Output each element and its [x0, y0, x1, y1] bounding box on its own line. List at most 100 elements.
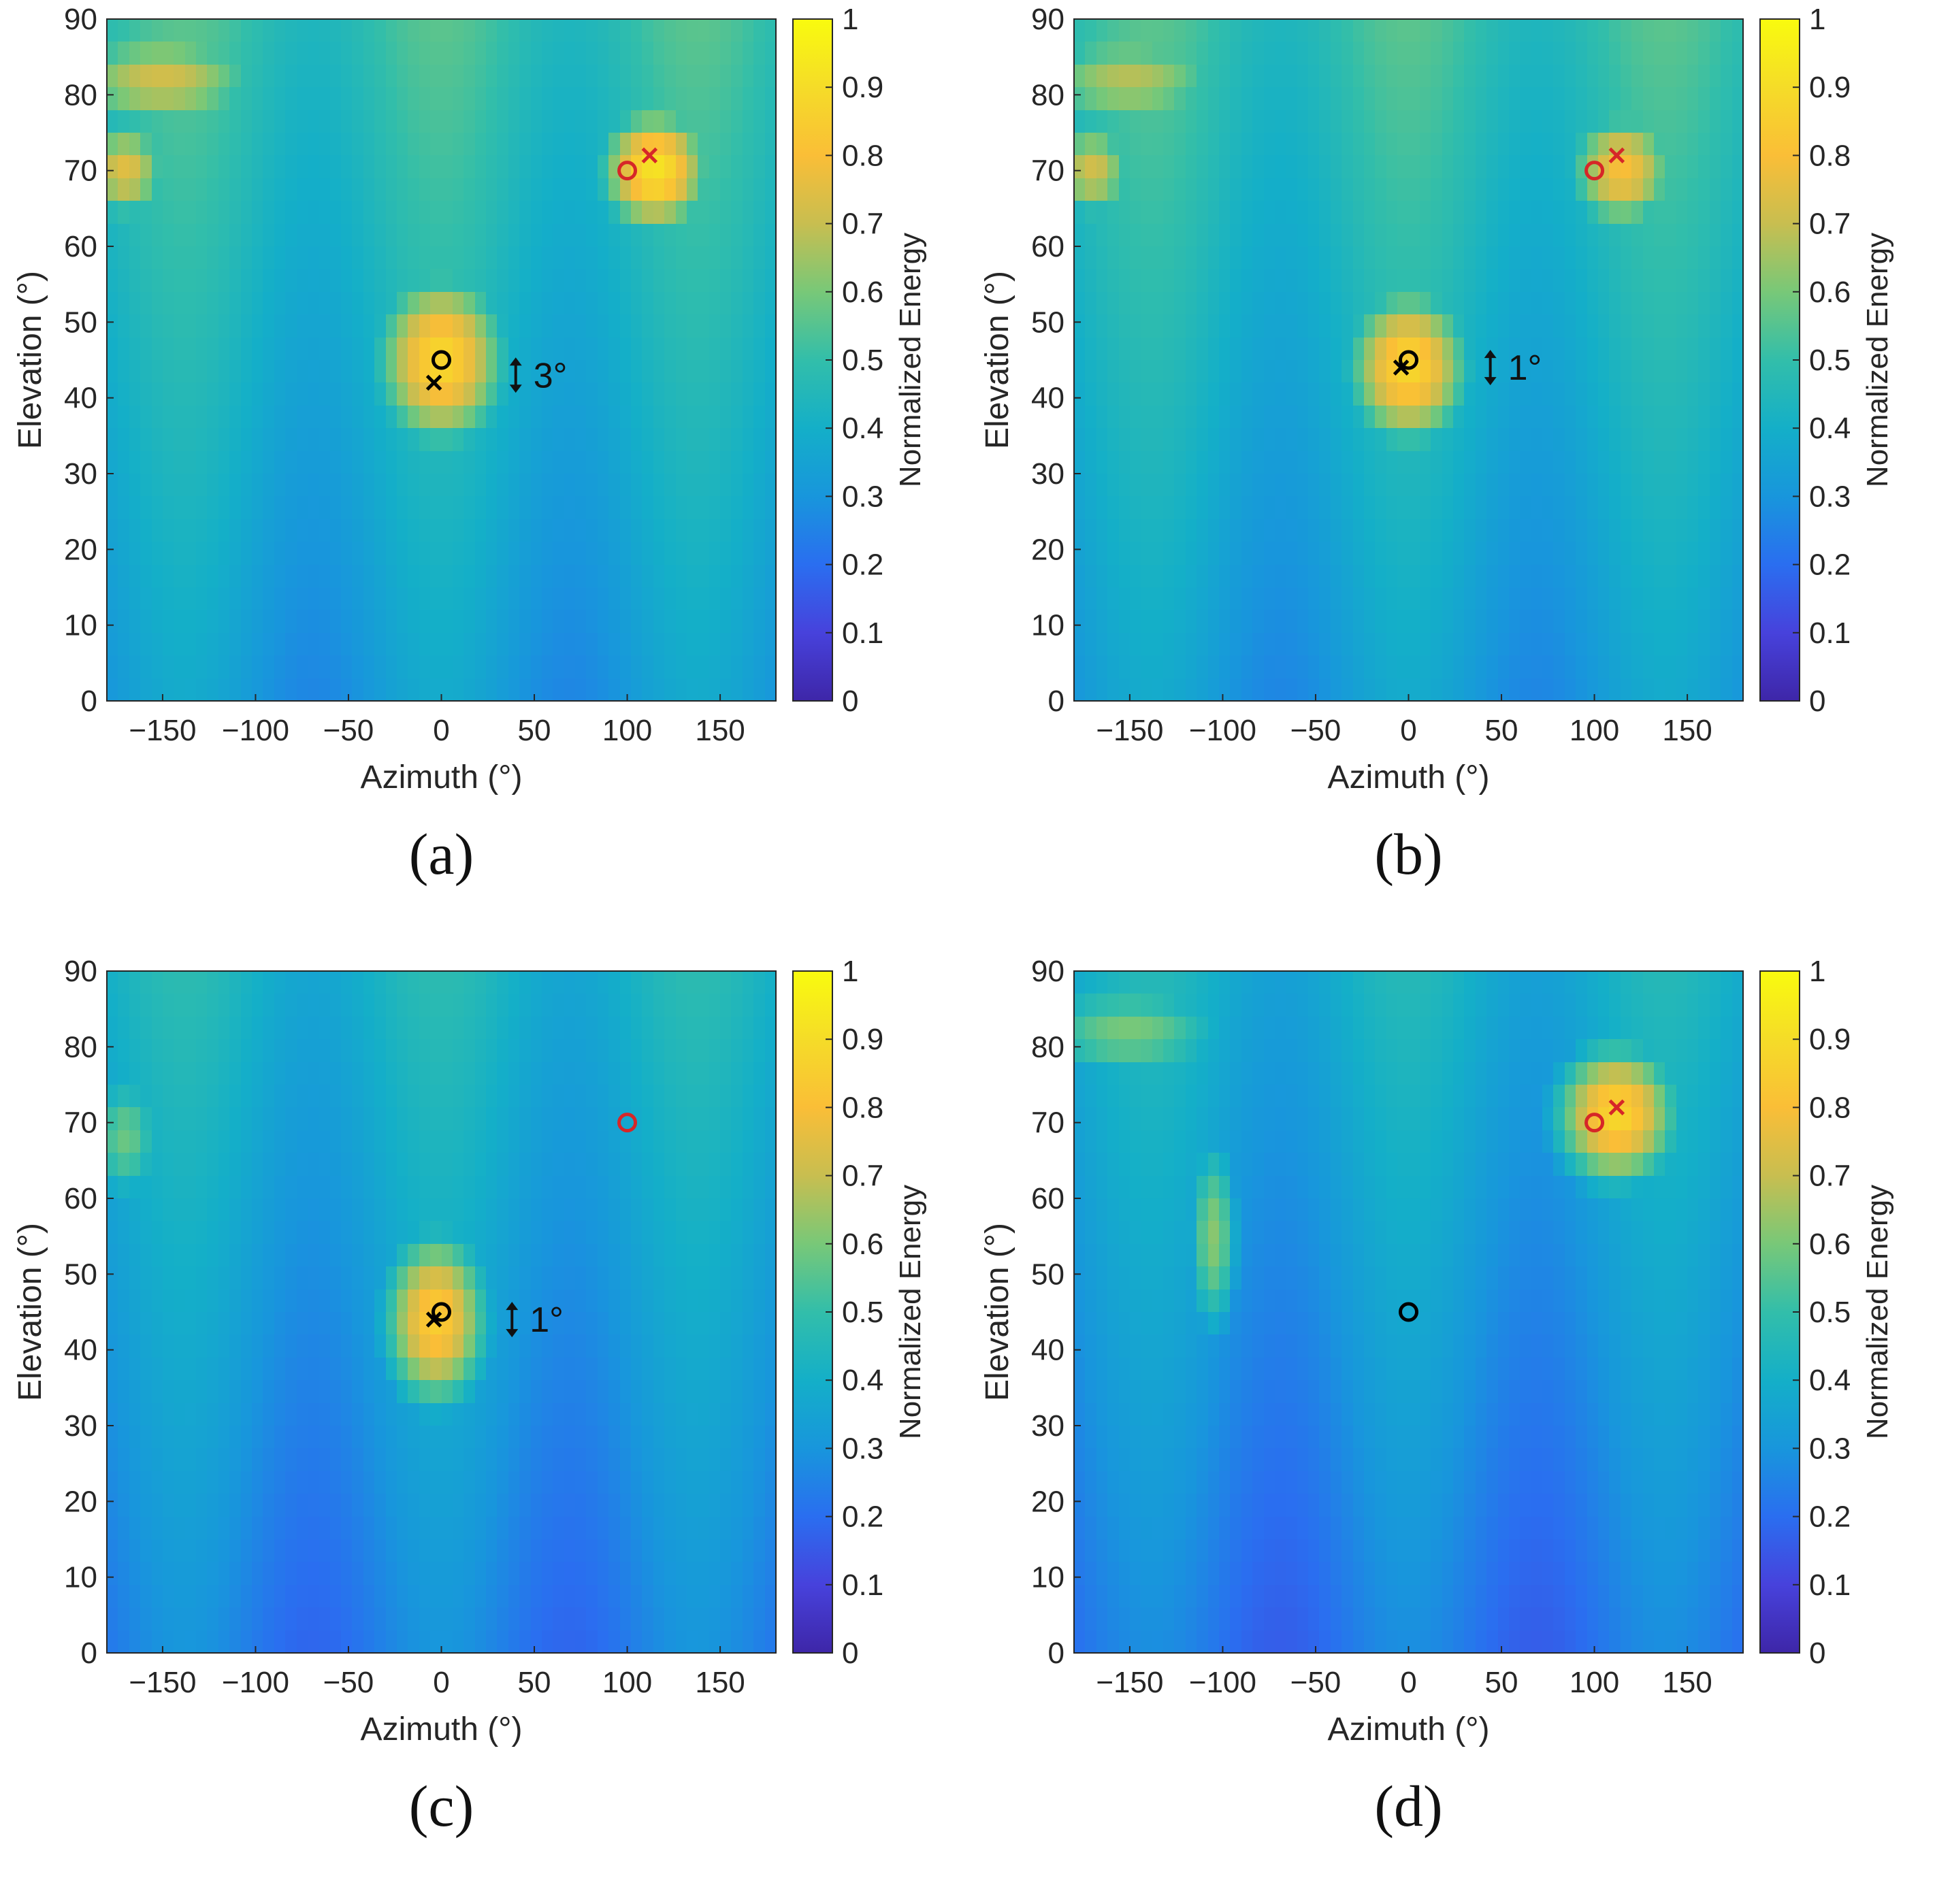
true-reflection-marker — [1584, 161, 1605, 181]
heatmap-cell — [285, 19, 297, 43]
heatmap-cell — [575, 42, 587, 65]
heatmap-cell — [530, 19, 542, 43]
heatmap-cell — [686, 19, 699, 43]
x-tick-label: 0 — [433, 714, 449, 747]
heatmap-cell — [196, 42, 208, 65]
heatmap-cell — [586, 42, 598, 65]
axes-b: −150 −100 −50 0 50 100 15001020304050607080900… — [979, 3, 1894, 795]
error-annotation-text: 1° — [1508, 348, 1542, 388]
heatmap-cell — [162, 42, 175, 65]
heatmap-cell — [720, 64, 732, 88]
chart-panel-c: −150 −100 −50 0 50 100 150 0 10 20 30 40 50 60 70 80 90 0… — [0, 952, 967, 1904]
heatmap-cell — [709, 42, 721, 65]
x-tick-label: −100 — [1189, 714, 1256, 747]
heatmap-cell — [653, 42, 666, 65]
heatmap-cell — [508, 42, 521, 65]
x-tick-label: 50 — [1485, 714, 1518, 747]
heatmap-cell — [686, 64, 699, 88]
heatmap-cell — [196, 87, 208, 111]
heatmap-cell — [229, 64, 242, 88]
heatmap-cell — [319, 42, 331, 65]
colorbar-tick-label: 1 — [1809, 3, 1825, 36]
heatmap-cell — [564, 42, 576, 65]
heatmap-cell — [675, 19, 687, 43]
heatmap-cell — [753, 64, 766, 88]
colorbar-tick-label: 0.1 — [1809, 617, 1851, 650]
heatmap-cell — [541, 19, 554, 43]
heatmap-cell — [586, 19, 598, 43]
colorbar-tick-label: 0.5 — [1809, 344, 1851, 377]
heatmap-cell — [497, 64, 509, 88]
y-tick-label: 60 — [64, 230, 97, 263]
heatmap-cell — [129, 87, 142, 111]
heatmap-cell — [307, 87, 320, 111]
heatmap-cell — [329, 42, 342, 65]
heatmap-cell — [118, 87, 130, 111]
heatmap-cell — [118, 64, 130, 88]
heatmap-cell — [329, 64, 342, 88]
heatmap-cell — [352, 19, 364, 43]
heatmap-cell — [174, 64, 186, 88]
heatmap-cell — [753, 19, 766, 43]
heatmap-cell — [296, 42, 308, 65]
heatmap-cell — [274, 64, 287, 88]
heatmap-cell — [698, 64, 710, 88]
heatmap-cell — [374, 42, 387, 65]
heatmap-cell — [140, 87, 152, 111]
heatmap-cell — [385, 42, 397, 65]
heatmap-cell — [464, 64, 476, 88]
heatmap-cell — [151, 64, 163, 88]
heatmap-cell — [174, 42, 186, 65]
heatmap-cell — [497, 19, 509, 43]
heatmap-cell — [196, 19, 208, 43]
heatmap-cell — [296, 87, 308, 111]
heatmap-cell — [564, 19, 576, 43]
heatmap-cell — [720, 19, 732, 43]
heatmap-cell — [553, 19, 565, 43]
heatmap-cell — [396, 42, 409, 65]
heatmap-cell — [162, 87, 175, 111]
heatmap-cell — [664, 19, 677, 43]
axes-a: −150 −100 −50 0 50 100 15001020304050607080900… — [12, 3, 927, 795]
heatmap-cell — [329, 19, 342, 43]
x-tick-label: 150 — [1662, 714, 1712, 747]
heatmap-cell — [731, 42, 743, 65]
heatmap-cell — [586, 64, 598, 88]
y-tick-label: 90 — [1031, 3, 1064, 36]
heatmap-cell — [274, 19, 287, 43]
x-tick-label: −150 — [129, 714, 196, 747]
heatmap-cell — [675, 64, 687, 88]
heatmap-cell — [486, 42, 498, 65]
heatmap-cell — [174, 87, 186, 111]
y-tick-label: 90 — [64, 3, 97, 36]
y-tick-label: 80 — [1031, 78, 1064, 112]
colorbar-tick-label: 0.9 — [1809, 71, 1851, 104]
heatmap-cell — [631, 19, 643, 43]
y-tick-label: 40 — [1031, 382, 1064, 415]
heatmap-cell — [263, 87, 275, 111]
heatmap-cell — [575, 64, 587, 88]
heatmap-cell — [508, 64, 521, 88]
colorbar-tick-label: 0.4 — [842, 412, 883, 445]
heatmap-cell — [419, 42, 432, 65]
heatmap-cell — [352, 64, 364, 88]
heatmap-cell — [184, 87, 197, 111]
heatmap-cell — [140, 42, 152, 65]
heatmap-cell — [207, 42, 219, 65]
y-tick-label: 80 — [64, 78, 97, 112]
heatmap-cell — [419, 19, 432, 43]
y-tick-label: 0 — [81, 685, 97, 718]
heatmap-cell — [263, 64, 275, 88]
heatmap-cell — [184, 42, 197, 65]
heatmap-cell — [285, 87, 297, 111]
colorbar-tick-label: 0 — [842, 685, 858, 718]
heatmap-cell — [385, 64, 397, 88]
heatmap-cell — [107, 19, 119, 43]
heatmap-cell — [374, 64, 387, 88]
heatmap-cell — [675, 42, 687, 65]
heatmap-cell — [619, 64, 632, 88]
heatmap-cell — [307, 42, 320, 65]
panel-caption: (b) — [1374, 821, 1443, 887]
heatmap-cell — [541, 42, 554, 65]
heatmap-cell — [474, 64, 487, 88]
